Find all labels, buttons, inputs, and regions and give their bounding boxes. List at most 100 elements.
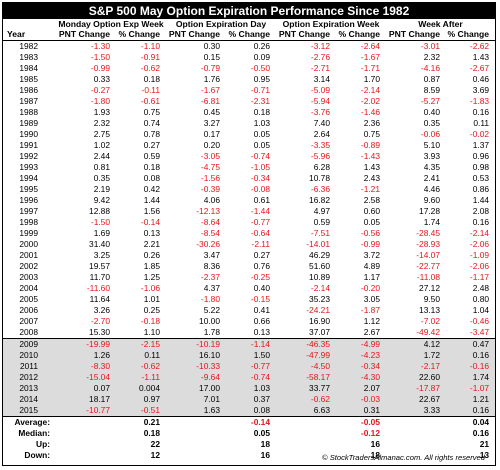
value-cell: 0.16 — [472, 107, 490, 117]
value-cell: -0.46 — [469, 316, 490, 326]
table-row: 2012 -15.04 -1.11 -9.64 -0.74 -58.17 -4.30 22.6… — [3, 372, 496, 383]
table-row: 2006 3.26 0.25 5.22 0.41 -24.21 -1.87 13.13 1.04 — [3, 305, 495, 316]
value-cell: -9.64 — [166, 372, 226, 383]
value-cell: -4.99 — [336, 338, 386, 350]
year-cell: 1991 — [19, 140, 38, 150]
value-cell: -2.14 — [310, 283, 330, 293]
performance-table: Monday Option Exp Week Option Expiration… — [3, 19, 496, 461]
value-cell: 1.04 — [472, 305, 490, 315]
value-cell: -0.77 — [226, 361, 276, 372]
value-cell: 6.28 — [313, 162, 330, 172]
value-cell: 17.28 — [419, 206, 440, 216]
value-cell: -2.11 — [251, 239, 270, 249]
summary-value: 0.18 — [143, 428, 160, 438]
value-cell: 8.59 — [423, 85, 440, 95]
summary-value: 22 — [150, 439, 160, 449]
value-cell: 0.47 — [446, 338, 496, 350]
year-cell: 1990 — [19, 129, 38, 139]
value-cell: 19.57 — [89, 261, 110, 271]
value-cell: 0.53 — [472, 173, 490, 183]
table-row: 2005 11.64 1.01 -1.80 -0.15 35.23 3.05 9.50 0.80 — [3, 294, 495, 305]
value-cell: 1.72 — [386, 350, 446, 361]
value-cell: -5.27 — [420, 96, 440, 106]
value-cell: -2.14 — [360, 85, 380, 95]
value-cell: 1.74 — [446, 372, 496, 383]
value-cell: 11.70 — [89, 272, 110, 282]
value-cell: -0.79 — [200, 63, 220, 73]
value-cell: -0.34 — [250, 173, 270, 183]
value-cell: 0.35 — [423, 118, 440, 128]
table-row: 1983 -1.50 -0.91 0.15 0.09 -2.76 -1.67 2.32 1.43 — [3, 52, 495, 63]
value-cell: -1.17 — [469, 272, 490, 282]
value-cell: 3.33 — [386, 405, 446, 417]
value-cell: -0.91 — [140, 52, 160, 62]
value-cell: 5.10 — [423, 140, 440, 150]
value-cell: 4.06 — [203, 195, 220, 205]
value-cell: -6.81 — [200, 96, 220, 106]
value-cell: -1.83 — [469, 96, 490, 106]
value-cell: 3.26 — [93, 305, 110, 315]
year-cell: 1985 — [19, 74, 38, 84]
value-cell: -1.46 — [360, 107, 380, 117]
value-cell: 0.81 — [93, 162, 110, 172]
value-cell: -47.99 — [276, 350, 336, 361]
column-header-pnt-change: PNT Change — [56, 29, 116, 41]
value-cell: 0.96 — [472, 151, 490, 161]
value-cell: -0.14 — [140, 217, 160, 227]
value-cell: 0.27 — [253, 250, 270, 260]
value-cell: 0.59 — [313, 217, 330, 227]
column-header-pnt-change: PNT Change — [276, 29, 336, 41]
value-cell: -11.60 — [86, 283, 110, 293]
table-row: 1998 -1.50 -0.14 -8.64 -0.77 0.59 0.05 1.74 0.16 — [3, 217, 495, 228]
value-cell: 0.27 — [143, 140, 160, 150]
value-cell: 2.07 — [336, 383, 386, 394]
value-cell: -0.50 — [250, 63, 270, 73]
value-cell: -0.11 — [141, 85, 160, 95]
summary-value: 16 — [260, 450, 270, 460]
value-cell: -1.50 — [90, 217, 110, 227]
value-cell: -4.30 — [336, 372, 386, 383]
value-cell: 0.17 — [203, 129, 220, 139]
summary-value — [166, 428, 226, 439]
value-cell: 0.18 — [143, 74, 160, 84]
value-cell: 7.40 — [313, 118, 330, 128]
value-cell: 2.64 — [313, 129, 330, 139]
group-header-week-after: Week After — [418, 19, 463, 29]
value-cell: -8.30 — [56, 361, 116, 372]
value-cell: 22.67 — [386, 394, 446, 405]
value-cell: 2.44 — [93, 151, 110, 161]
table-row: 1991 1.02 0.27 0.20 0.05 -3.35 -0.89 5.10 1.37 — [3, 140, 495, 151]
table-row: 2011 -8.30 -0.62 -10.33 -0.77 -4.50 -0.34 -2.17… — [3, 361, 496, 372]
year-cell: 2008 — [19, 327, 38, 337]
value-cell: -0.62 — [140, 63, 160, 73]
value-cell: 18.17 — [56, 394, 116, 405]
table-row: 2001 3.25 0.26 3.47 0.27 46.29 3.72 -14.07 -1.09 — [3, 250, 495, 261]
year-cell: 2001 — [19, 250, 38, 260]
value-cell: -1.21 — [360, 184, 380, 194]
value-cell: 3.93 — [423, 151, 440, 161]
value-cell: 0.13 — [143, 228, 160, 238]
summary-value — [56, 450, 116, 461]
value-cell: -8.54 — [200, 228, 220, 238]
value-cell: 0.40 — [253, 283, 270, 293]
year-cell: 2012 — [3, 372, 56, 383]
value-cell: 2.32 — [423, 52, 440, 62]
value-cell: 1.01 — [143, 294, 160, 304]
value-cell: 1.25 — [143, 272, 160, 282]
value-cell: 0.08 — [226, 405, 276, 417]
column-header-row: Year PNT Change % Change PNT Change % Ch… — [3, 29, 496, 41]
value-cell: 16.82 — [309, 195, 330, 205]
table-row: 1989 2.32 0.74 3.27 1.03 7.40 2.36 0.35 0.11 — [3, 118, 495, 129]
value-cell: 0.97 — [116, 394, 166, 405]
summary-value — [56, 439, 116, 450]
value-cell: 0.11 — [473, 118, 490, 128]
value-cell: 0.26 — [143, 250, 160, 260]
value-cell: -28.45 — [416, 228, 440, 238]
group-header-row: Monday Option Exp Week Option Expiration… — [3, 19, 495, 29]
value-cell: -0.62 — [276, 394, 336, 405]
value-cell: 22.60 — [386, 372, 446, 383]
group-header-expiration-week: Option Expiration Week — [282, 19, 380, 29]
year-cell: 2000 — [19, 239, 38, 249]
value-cell: 3.05 — [363, 294, 380, 304]
year-cell: 1984 — [19, 63, 38, 73]
